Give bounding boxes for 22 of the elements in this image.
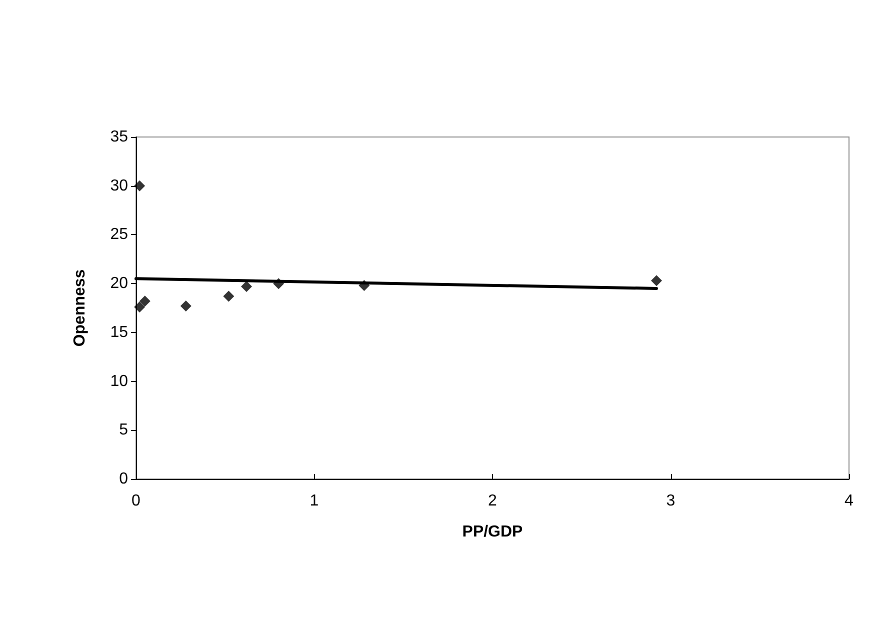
x-tick-label: 1 <box>310 492 319 510</box>
point <box>241 281 252 292</box>
x-tick-label: 0 <box>132 492 141 510</box>
point <box>223 290 234 302</box>
y-tick-label: 35 <box>110 128 128 146</box>
point <box>139 296 150 307</box>
y-tick-label: 10 <box>110 372 128 390</box>
y-tick-label: 25 <box>110 226 128 244</box>
point <box>650 275 662 286</box>
x-axis-title: PP/GDP <box>462 524 524 540</box>
x-tick-label: 3 <box>666 492 676 510</box>
y-tick-label: 30 <box>110 177 128 194</box>
y-tick-label: 0 <box>119 470 128 488</box>
point <box>180 300 192 312</box>
point <box>134 180 146 192</box>
y-tick-label: 15 <box>110 324 128 341</box>
x-tick-label: 2 <box>488 492 498 510</box>
x-tick-label: 4 <box>844 492 854 510</box>
point <box>134 302 146 313</box>
y-tick-label: 20 <box>110 275 128 292</box>
y-tick-label: 5 <box>119 422 128 439</box>
y-axis-title: Openness <box>72 269 88 347</box>
